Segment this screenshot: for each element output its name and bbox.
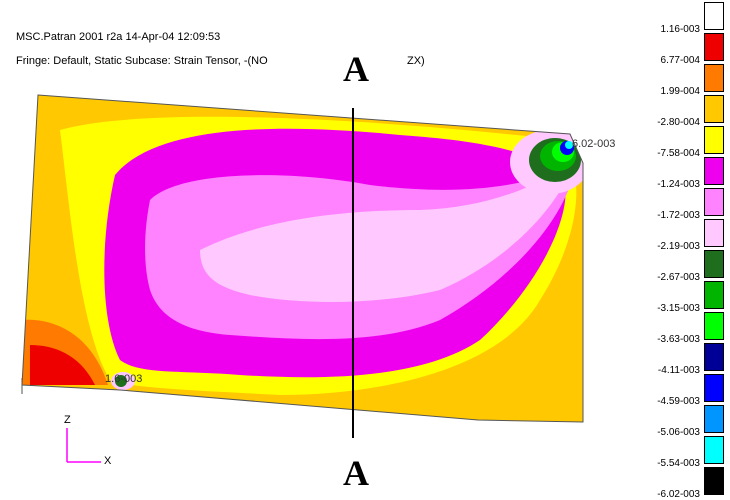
legend-label: 1.16-003 [660,24,700,35]
z-axis-label: Z [64,414,71,426]
legend-label: -7.58-004 [657,148,700,159]
legend-entry: -5.06-003 [636,403,730,438]
legend-swatch [704,312,724,340]
x-axis-label: X [104,455,112,467]
section-label-bottom: A [343,453,369,493]
legend-label: 1.99-004 [660,86,700,97]
legend-swatch [704,467,724,495]
legend-entry: -7.58-004 [636,124,730,159]
legend-swatch [704,126,724,154]
legend-label: -4.11-003 [657,365,700,376]
legend-entry: -2.80-004 [636,93,730,128]
fringe-description-suffix: ZX) [407,55,425,67]
legend-label: -6.02-003 [657,489,700,500]
legend-label: -5.54-003 [657,458,700,469]
legend-entry: -2.19-003 [636,217,730,252]
legend-swatch [704,436,724,464]
legend-label: -2.19-003 [657,241,700,252]
contour-pink-band [200,160,575,302]
legend-swatch [704,64,724,92]
legend-swatch [704,374,724,402]
legend-entry: -4.59-003 [636,372,730,407]
fringe-legend: 1.16-003 6.77-004 1.99-004 -2.80-004 -7.58-0… [636,0,730,500]
legend-entry: -2.67-003 [636,248,730,283]
legend-label: -3.63-003 [657,334,700,345]
legend-label: -2.67-003 [657,272,700,283]
fringe-description: Fringe: Default, Static Subcase: Strain … [16,55,268,67]
legend-label: 6.77-004 [660,55,700,66]
title-line: MSC.Patran 2001 r2a 14-Apr-04 12:09:53 [16,31,221,43]
legend-label: -4.59-003 [657,396,700,407]
bottom-spot-green [115,375,127,387]
legend-swatch [704,95,724,123]
legend-entry: -4.11-003 [636,341,730,376]
corner-red-zone [30,345,95,385]
hotspot-cyan [565,141,573,149]
legend-label: -2.80-004 [657,117,700,128]
legend-entry: 6.77-004 [636,31,730,66]
legend-label: -5.06-003 [657,427,700,438]
legend-entry: -5.54-003 [636,434,730,469]
legend-label: -3.15-003 [657,303,700,314]
legend-swatch [704,250,724,278]
plate-outline [21,94,584,423]
legend-swatch [704,33,724,61]
legend-swatch [704,405,724,433]
max-value-label: 6.02-003 [572,138,616,150]
legend-swatch [704,157,724,185]
legend-label: -1.72-003 [657,210,700,221]
legend-entry: -3.15-003 [636,279,730,314]
section-label-top: A [343,49,369,89]
legend-swatch [704,343,724,371]
legend-swatch [704,2,724,30]
legend-entry: -3.63-003 [636,310,730,345]
legend-swatch [704,281,724,309]
legend-swatch [704,188,724,216]
legend-entry: -1.72-003 [636,186,730,221]
fringe-plot [21,94,584,463]
min-value-label: 1.6-003 [105,373,143,385]
legend-entry: 1.99-004 [636,62,730,97]
legend-swatch [704,219,724,247]
legend-entry: -6.02-003 [636,465,730,500]
legend-label: -1.24-003 [657,179,700,190]
legend-entry: 1.16-003 [636,0,730,35]
plate-contours [22,95,583,422]
legend-entry: -1.24-003 [636,155,730,190]
